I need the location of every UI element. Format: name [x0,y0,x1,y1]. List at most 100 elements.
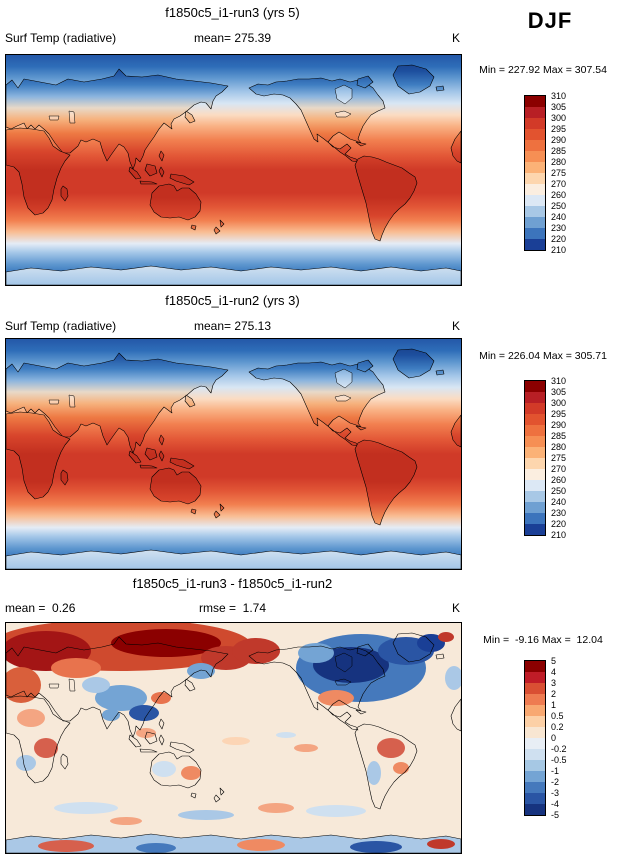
colorbar-band [525,524,545,535]
colorbar-bar [524,660,546,816]
colorbar-band [525,403,545,414]
colorbar-tick-label: 305 [551,387,567,397]
colorbar-tick-label: 250 [551,201,567,211]
panel2-title: f1850c5_i1-run2 (yrs 3) [165,293,300,308]
season-label: DJF [527,8,573,33]
colorbar-tick-label: 285 [551,146,567,156]
colorbar-bar [524,380,546,536]
colorbar-tick-label: -2 [551,777,560,787]
colorbar-band [525,447,545,458]
temperature-map-run3 [6,55,461,285]
panel2-mean-label: mean= 275.13 [193,319,272,333]
colorbar-band [525,162,545,173]
colorbar-tick-label: 220 [551,519,567,529]
colorbar-tick-label: 210 [551,245,567,255]
colorbar-band [525,793,545,804]
colorbar-tick-label: 275 [551,453,567,463]
map-run3-container [5,54,462,286]
colorbar-band [525,683,545,694]
colorbar-band [525,184,545,195]
colorbar-tick-label: 305 [551,102,567,112]
colorbar-tick-label: 240 [551,497,567,507]
panel1-units-label: K [451,31,460,45]
colorbar-band [525,694,545,705]
colorbar-band [525,195,545,206]
colorbar-band [525,705,545,716]
map-diff-container [5,622,462,854]
colorbar-tick-label: 295 [551,409,567,419]
panel3-mean-label: mean = 0.26 [5,601,76,615]
panel3-title: f1850c5_i1-run3 - f1850c5_i1-run2 [132,576,333,591]
colorbar-tick-label: 1 [551,700,557,710]
panel1-mean-label: mean= 275.39 [193,31,272,45]
colorbar-tick-label: 280 [551,157,567,167]
colorbar-tick-label: 270 [551,179,567,189]
colorbar-band [525,458,545,469]
colorbar-band [525,392,545,403]
colorbar-band [525,513,545,524]
colorbar-band [525,217,545,228]
colorbar-band [525,480,545,491]
colorbar-band [525,151,545,162]
colorbar-band [525,381,545,392]
panel3-subheader: mean = 0.26 rmse = 1.74 K [5,601,460,616]
colorbar-band [525,118,545,129]
panel1-title: f1850c5_i1-run3 (yrs 5) [165,5,300,20]
temperature-map-run2 [6,339,461,569]
colorbar-band [525,727,545,738]
colorbar-tick-label: -0.5 [551,755,567,765]
colorbar-band [525,206,545,217]
colorbar-tick-label: 290 [551,420,567,430]
colorbar-band [525,760,545,771]
panel2-subheader: Surf Temp (radiative) mean= 275.13 K [5,319,460,334]
panel3-minmax-label: Min = -9.16 Max = 12.04 [483,634,603,646]
colorbar-tick-label: 0.2 [551,722,564,732]
panel2-minmax-label: Min = 226.04 Max = 305.71 [479,350,607,362]
colorbar-tick-label: 260 [551,190,567,200]
colorbar-band [525,469,545,480]
colorbar-tick-label: 285 [551,431,567,441]
colorbar-tick-label: -5 [551,810,560,820]
colorbar-tick-label: 230 [551,223,567,233]
colorbar-tick-label: -0.2 [551,744,567,754]
colorbar-band [525,749,545,760]
colorbar-tick-label: 2 [551,689,557,699]
difference-map [6,623,461,853]
panel1-colorbar: 310 305 300 295 290 285 280 275 270 260 250 240 230 2… [524,92,614,257]
panel3-colorbar: 5 4 3 2 1 0.5 0.2 0 -0.2 -0.5 -1 -2 -3 -4 -5 [524,656,614,822]
colorbar-tick-label: 290 [551,135,567,145]
colorbar-tick-label: 250 [551,486,567,496]
colorbar-band [525,738,545,749]
colorbar-band [525,425,545,436]
panel1-variable-label: Surf Temp (radiative) [5,31,117,45]
colorbar-tick-label: 295 [551,124,567,134]
colorbar-tick-label: 275 [551,168,567,178]
colorbar-tick-label: 4 [551,667,557,677]
colorbar-tick-label: -4 [551,799,560,809]
colorbar-band [525,672,545,683]
colorbar-band [525,804,545,815]
colorbar-band [525,140,545,151]
colorbar-band [525,96,545,107]
colorbar-tick-label: 5 [551,656,557,666]
colorbar-tick-label: 300 [551,398,567,408]
panel3-units-label: K [451,601,460,615]
panel2-variable-label: Surf Temp (radiative) [5,319,117,333]
colorbar-tick-label: 260 [551,475,567,485]
panel2-colorbar: 310 305 300 295 290 285 280 275 270 260 250 240 230 2… [524,377,614,542]
colorbar-band [525,436,545,447]
colorbar-band [525,228,545,239]
colorbar-tick-label: 3 [551,678,557,688]
colorbar-tick-label: 220 [551,234,567,244]
colorbar-tick-label: 270 [551,464,567,474]
colorbar-tick-label: 210 [551,530,567,540]
map-run2-container [5,338,462,570]
colorbar-band [525,771,545,782]
colorbar-tick-label: -3 [551,788,560,798]
colorbar-tick-label: 300 [551,113,567,123]
colorbar-tick-label: 0.5 [551,711,564,721]
colorbar-band [525,173,545,184]
colorbar-band [525,491,545,502]
panel1-subheader: Surf Temp (radiative) mean= 275.39 K [5,31,460,46]
